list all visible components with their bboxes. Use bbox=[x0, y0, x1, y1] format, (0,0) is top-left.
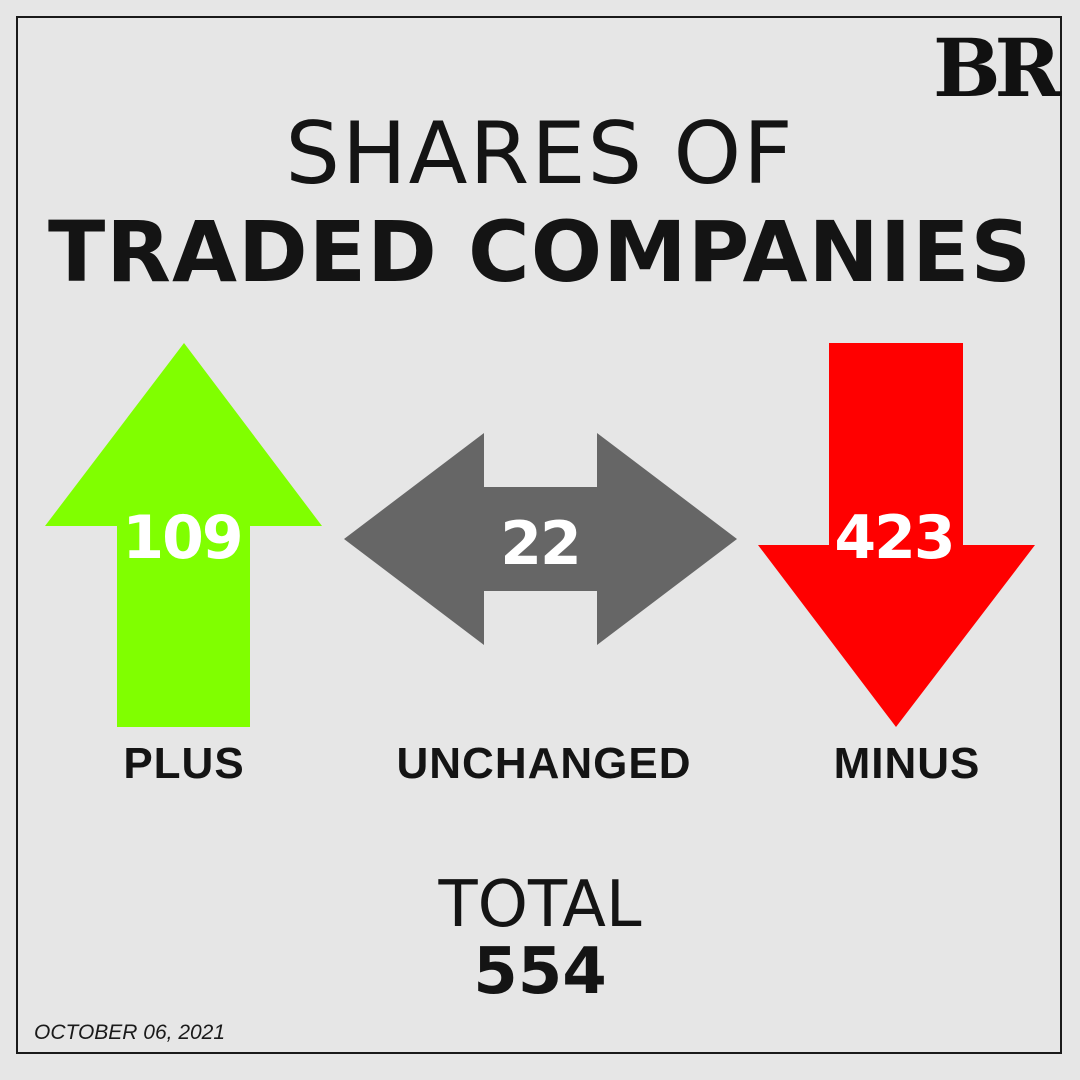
brand-logo: BR bbox=[932, 21, 1061, 115]
minus-value: 423 bbox=[834, 503, 953, 573]
title-line-1: SHARES OF bbox=[285, 104, 795, 204]
plus-label: PLUS bbox=[123, 739, 245, 788]
plus-value: 109 bbox=[122, 503, 241, 573]
left-right-arrow-icon bbox=[344, 433, 737, 645]
unchanged-value: 22 bbox=[500, 509, 580, 579]
minus-label: MINUS bbox=[833, 739, 981, 788]
total-label: TOTAL bbox=[438, 868, 642, 942]
unchanged-label: UNCHANGED bbox=[396, 739, 692, 788]
title-line-2: TRADED COMPANIES bbox=[47, 203, 1032, 301]
up-arrow-icon bbox=[45, 343, 322, 727]
down-arrow-icon bbox=[758, 343, 1035, 727]
date-label: OCTOBER 06, 2021 bbox=[34, 1021, 226, 1044]
border-frame bbox=[16, 16, 1062, 1054]
total-value: 554 bbox=[473, 935, 607, 1009]
